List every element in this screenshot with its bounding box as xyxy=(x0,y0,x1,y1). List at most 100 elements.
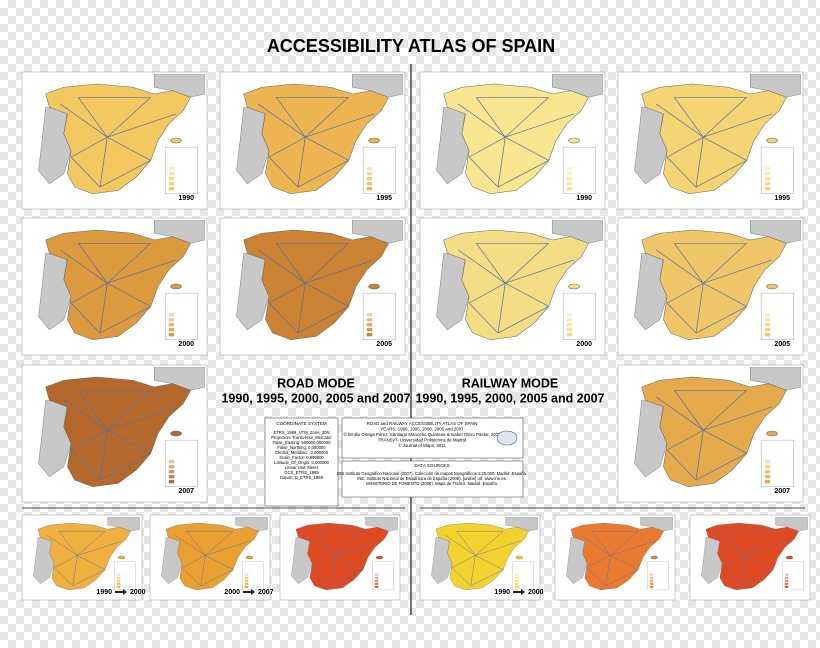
change-to: 2000 xyxy=(130,589,146,596)
legend-swatch xyxy=(566,313,573,317)
legend-swatch xyxy=(116,585,121,588)
legend-swatch xyxy=(764,460,771,464)
legend-swatch xyxy=(784,579,789,582)
legend-swatch xyxy=(168,167,175,171)
balearic xyxy=(170,137,182,144)
map-panel xyxy=(21,217,208,356)
map xyxy=(634,74,801,195)
poster-title: ACCESSIBILITY ATLAS OF SPAIN xyxy=(267,36,555,56)
map-panel xyxy=(21,71,208,210)
legend-swatch xyxy=(374,573,379,576)
legend-swatch xyxy=(566,187,573,191)
coordinate-title: COORDINATE SYSTEM xyxy=(276,421,327,426)
legend-swatch xyxy=(366,167,373,171)
balearic xyxy=(515,555,524,560)
legend-swatch xyxy=(514,576,519,579)
legend-swatch xyxy=(116,576,121,579)
legend-swatch xyxy=(116,579,121,582)
change-from: 1990 xyxy=(494,589,510,596)
map xyxy=(431,517,538,591)
credit-line: YEARS: 1990, 1995, 2000, 2005 and 2007 xyxy=(380,427,464,432)
balearic xyxy=(368,137,380,144)
legend-swatch xyxy=(366,172,373,176)
legend-swatch xyxy=(764,177,771,181)
legend-swatch xyxy=(374,576,379,579)
change-arrow xyxy=(243,589,255,595)
legend-swatch xyxy=(764,167,771,171)
legend-swatch xyxy=(168,328,175,332)
sources-box xyxy=(341,460,524,498)
road-mode-years: 1990, 1995, 2000, 2005 and 2007 xyxy=(221,391,410,405)
legend-swatch xyxy=(116,573,121,576)
map-year: 2000 xyxy=(178,341,194,348)
map-year: 2005 xyxy=(376,341,392,348)
map-legend xyxy=(164,292,199,340)
coordinate-line: False_Northing: 0,000000 xyxy=(277,445,326,450)
coordinate-line: False_Easting: 500000,000000 xyxy=(273,440,332,445)
legend-swatch xyxy=(366,323,373,327)
credits-box xyxy=(341,417,524,459)
legend-swatch xyxy=(366,177,373,181)
map-panel xyxy=(617,364,804,503)
map-panel xyxy=(149,514,271,601)
change-from: 2000 xyxy=(224,589,240,596)
legend-swatch xyxy=(764,187,771,191)
coordinate-line: Linear Unit: Meter xyxy=(285,465,319,470)
balearic xyxy=(650,555,659,560)
legend-swatch xyxy=(649,576,654,579)
coordinate-line: Projection: Transverse_Mercator xyxy=(271,435,332,440)
legend-swatch xyxy=(764,333,771,337)
legend-swatch xyxy=(168,480,175,484)
map-year: 1995 xyxy=(774,195,790,202)
balearic xyxy=(245,555,254,560)
balearic xyxy=(368,283,380,290)
railway-mode-title: RAILWAY MODE xyxy=(462,376,559,390)
legend-swatch xyxy=(374,579,379,582)
logo xyxy=(496,430,518,446)
legend-swatch xyxy=(374,585,379,588)
legend-swatch xyxy=(566,172,573,176)
legend-swatch xyxy=(566,318,573,322)
map-year: 2007 xyxy=(774,488,790,495)
legend-swatch xyxy=(168,470,175,474)
legend-swatch xyxy=(566,167,573,171)
legend-swatch xyxy=(764,172,771,176)
coordinate-line: Latitude_Of_Origin: 0,000000 xyxy=(274,460,330,465)
legend-swatch xyxy=(566,182,573,186)
map xyxy=(291,517,398,591)
legend-swatch xyxy=(764,480,771,484)
map xyxy=(38,74,205,195)
legend-swatch xyxy=(764,465,771,469)
balearic xyxy=(170,283,182,290)
legend-swatch xyxy=(244,585,249,588)
map xyxy=(161,517,268,591)
coordinate-line: ETRS_1989_UTM_Zone_30N xyxy=(273,430,329,435)
map-panel xyxy=(219,217,406,356)
map-year: 2000 xyxy=(576,341,592,348)
balearic xyxy=(785,555,794,560)
map xyxy=(634,220,801,341)
legend-swatch xyxy=(168,182,175,186)
map xyxy=(33,517,140,591)
coordinate-line: GCS_ETRS_1989 xyxy=(284,470,319,475)
legend-swatch xyxy=(366,328,373,332)
legend-swatch xyxy=(514,579,519,582)
credit-line: TRANSyT- Universidad Politécnica de Madr… xyxy=(378,438,467,443)
legend-swatch xyxy=(244,579,249,582)
map-panel xyxy=(419,217,606,356)
legend-swatch xyxy=(366,313,373,317)
map xyxy=(38,220,205,341)
legend-swatch xyxy=(168,313,175,317)
legend-swatch xyxy=(366,318,373,322)
map-panel xyxy=(617,71,804,210)
map xyxy=(38,367,205,488)
legend-swatch xyxy=(566,177,573,181)
map-legend xyxy=(362,146,397,194)
legend-swatch xyxy=(168,172,175,176)
map-panel xyxy=(21,514,143,601)
map xyxy=(236,220,403,341)
legend-swatch xyxy=(649,582,654,585)
coordinate-line: Datum: D_ETRS_1989 xyxy=(280,475,323,480)
legend-swatch xyxy=(366,182,373,186)
source-line: IGN Instituto Geográfico Nacional (2007)… xyxy=(337,471,527,476)
